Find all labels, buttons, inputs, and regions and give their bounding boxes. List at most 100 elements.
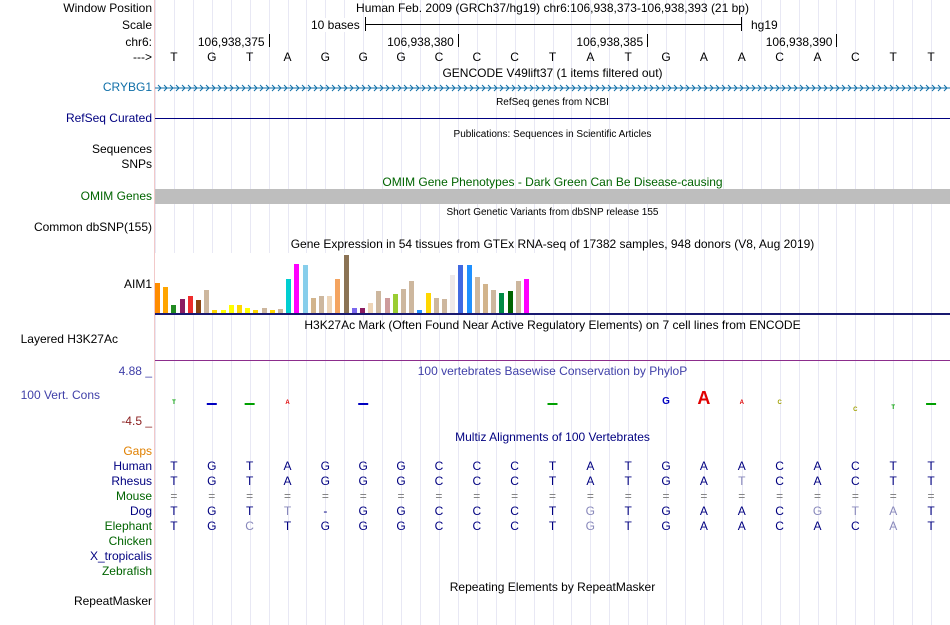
h3k27ac-line[interactable] bbox=[155, 360, 950, 361]
gtex-tissue-bar[interactable] bbox=[302, 265, 308, 313]
reference-base: C bbox=[775, 50, 784, 64]
aligned-base: A bbox=[737, 519, 746, 533]
species-label[interactable]: Chicken bbox=[108, 534, 152, 548]
phylop-label[interactable]: 100 Vert. Cons bbox=[20, 388, 100, 402]
aligned-base: C bbox=[472, 504, 482, 518]
gtex-tissue-bar[interactable] bbox=[515, 280, 521, 313]
gtex-tissue-bar[interactable] bbox=[458, 265, 464, 313]
gtex-tissue-bar[interactable] bbox=[310, 297, 316, 313]
gtex-tissue-bar[interactable] bbox=[228, 304, 234, 313]
gtex-tissue-bar[interactable] bbox=[286, 279, 292, 313]
h3k27ac-title[interactable]: H3K27Ac Mark (Often Found Near Active Re… bbox=[304, 318, 801, 332]
species-label[interactable]: Mouse bbox=[115, 489, 152, 503]
aligned-base: = bbox=[851, 489, 859, 503]
gtex-tissue-bar[interactable] bbox=[196, 300, 201, 313]
phylop-base-glyph: A bbox=[285, 400, 290, 406]
gtex-tissue-bar[interactable] bbox=[269, 309, 275, 313]
gtex-tissue-bar[interactable] bbox=[319, 295, 324, 313]
gencode-gene-label[interactable]: CRYBG1 bbox=[102, 80, 152, 94]
gtex-tissue-bar[interactable] bbox=[294, 264, 300, 313]
gtex-tissue-bar[interactable] bbox=[384, 297, 390, 313]
gtex-tissue-bar[interactable] bbox=[179, 298, 185, 313]
gtex-tissue-bar[interactable] bbox=[392, 294, 398, 313]
h3k27ac-label[interactable]: Layered H3K27Ac bbox=[20, 332, 118, 346]
dbsnp-title[interactable]: Short Genetic Variants from dbSNP releas… bbox=[446, 207, 659, 218]
species-label[interactable]: Human bbox=[113, 459, 152, 473]
gtex-tissue-bar[interactable] bbox=[433, 297, 439, 313]
aligned-base: G bbox=[207, 519, 217, 533]
gtex-tissue-bar[interactable] bbox=[163, 286, 169, 313]
gtex-tissue-bar[interactable] bbox=[417, 309, 423, 313]
gtex-title[interactable]: Gene Expression in 54 tissues from GTEx … bbox=[290, 237, 815, 251]
refseq-label[interactable]: RefSeq Curated bbox=[65, 111, 152, 125]
gtex-tissue-bar[interactable] bbox=[204, 289, 210, 313]
strand-chevron bbox=[229, 84, 234, 92]
species-label[interactable]: X_tropicalis bbox=[89, 549, 152, 563]
species-label[interactable]: Dog bbox=[129, 504, 152, 518]
species-label[interactable]: Rhesus bbox=[111, 474, 152, 488]
gtex-tissue-bar[interactable] bbox=[491, 289, 497, 313]
aligned-base: = bbox=[776, 489, 784, 503]
gtex-tissue-bar[interactable] bbox=[483, 284, 488, 313]
gtex-tissue-bar[interactable] bbox=[327, 295, 333, 313]
gtex-tissue-bar[interactable] bbox=[474, 277, 480, 313]
gtex-tissue-bar[interactable] bbox=[466, 265, 472, 313]
publications-title[interactable]: Publications: Sequences in Scientific Ar… bbox=[453, 129, 652, 140]
gtex-tissue-bar[interactable] bbox=[450, 274, 456, 313]
gtex-tissue-bar[interactable] bbox=[401, 288, 406, 313]
species-label[interactable]: Zebrafish bbox=[101, 564, 152, 578]
gtex-tissue-bar[interactable] bbox=[171, 304, 177, 313]
gtex-tissue-bar[interactable] bbox=[335, 279, 341, 313]
gtex-tissue-bar[interactable] bbox=[187, 295, 193, 313]
strand-chevron bbox=[391, 84, 396, 92]
phylop-title[interactable]: 100 vertebrates Basewise Conservation by… bbox=[417, 364, 688, 378]
gtex-tissue-bar[interactable] bbox=[237, 304, 242, 313]
gtex-tissue-bar[interactable] bbox=[507, 290, 513, 313]
gtex-tissue-bar[interactable] bbox=[261, 308, 267, 313]
repeatmasker-title[interactable]: Repeating Elements by RepeatMasker bbox=[449, 580, 656, 594]
gtex-tissue-bar[interactable] bbox=[278, 308, 283, 313]
strand-chevron bbox=[511, 84, 516, 92]
gtex-tissue-bar[interactable] bbox=[212, 310, 218, 313]
dbsnp-label[interactable]: Common dbSNP(155) bbox=[33, 220, 152, 234]
gtex-tissue-bar[interactable] bbox=[442, 298, 447, 313]
gtex-tissue-bar[interactable] bbox=[155, 282, 160, 313]
gtex-tissue-bar[interactable] bbox=[360, 308, 365, 313]
refseq-title[interactable]: RefSeq genes from NCBI bbox=[496, 97, 609, 108]
snps-label[interactable]: SNPs bbox=[121, 157, 152, 171]
sequences-label[interactable]: Sequences bbox=[91, 142, 152, 156]
aligned-base: = bbox=[738, 489, 746, 503]
refseq-line[interactable] bbox=[155, 118, 950, 119]
aligned-base: A bbox=[889, 519, 898, 533]
strand-chevron bbox=[559, 84, 564, 92]
multiz-title[interactable]: Multiz Alignments of 100 Vertebrates bbox=[455, 430, 650, 444]
aligned-base: G bbox=[812, 504, 823, 518]
gtex-tissue-bar[interactable] bbox=[351, 308, 357, 313]
omim-label[interactable]: OMIM Genes bbox=[80, 189, 152, 203]
gencode-gene-line[interactable] bbox=[155, 81, 950, 95]
gtex-tissue-bar[interactable] bbox=[343, 255, 349, 313]
gtex-tissue-bar[interactable] bbox=[245, 308, 251, 313]
gtex-tissue-bar[interactable] bbox=[376, 290, 382, 313]
strand-chevron bbox=[475, 84, 480, 92]
species-label[interactable]: Elephant bbox=[104, 519, 152, 533]
gtex-tissue-bar[interactable] bbox=[409, 280, 415, 313]
gtex-tissue-bar[interactable] bbox=[524, 279, 529, 313]
strand-chevron bbox=[865, 84, 870, 92]
phylop-logo[interactable]: T A G A A C C T bbox=[155, 380, 950, 420]
repeatmasker-label[interactable]: RepeatMasker bbox=[73, 594, 152, 608]
strand-chevron bbox=[361, 84, 366, 92]
gtex-tissue-bar[interactable] bbox=[220, 310, 226, 313]
omim-bar[interactable] bbox=[155, 189, 950, 204]
gtex-bar-chart[interactable] bbox=[155, 253, 535, 313]
gtex-tissue-bar[interactable] bbox=[253, 309, 259, 313]
gtex-tissue-bar[interactable] bbox=[368, 302, 374, 313]
gtex-gene-label[interactable]: AIM1 bbox=[123, 277, 152, 291]
aligned-base: T bbox=[548, 519, 557, 533]
omim-title[interactable]: OMIM Gene Phenotypes - Dark Green Can Be… bbox=[382, 175, 723, 189]
strand-chevron bbox=[487, 84, 492, 92]
gtex-tissue-bar[interactable] bbox=[425, 293, 431, 313]
gaps-label[interactable]: Gaps bbox=[123, 444, 152, 458]
gtex-tissue-bar[interactable] bbox=[499, 292, 505, 313]
gencode-title[interactable]: GENCODE V49lift37 (1 items filtered out) bbox=[442, 66, 663, 80]
